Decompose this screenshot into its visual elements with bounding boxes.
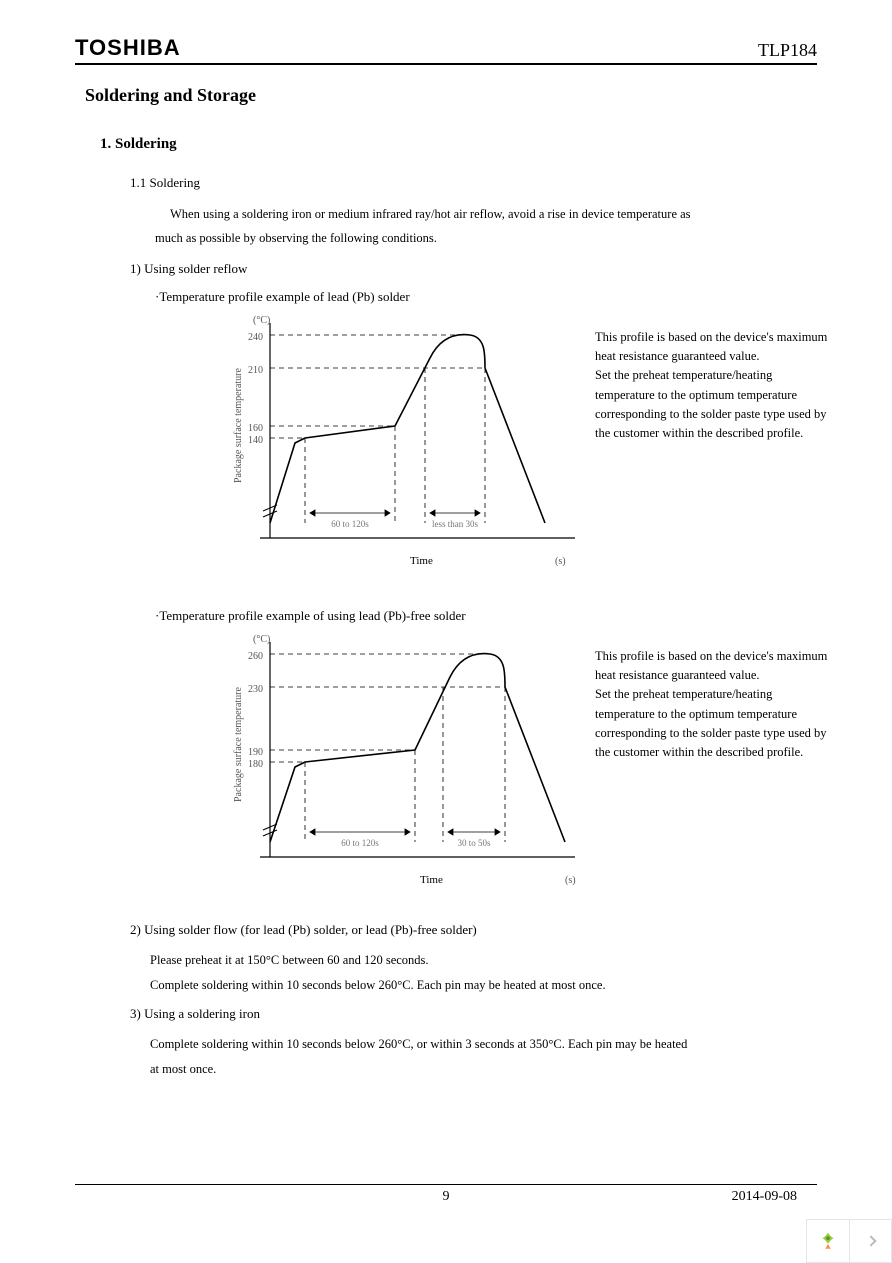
y-tick: 260 bbox=[235, 651, 263, 662]
viewer-logo-icon[interactable] bbox=[807, 1220, 849, 1262]
footer-rule bbox=[75, 1184, 817, 1185]
brand-logo: TOSHIBA bbox=[75, 35, 181, 61]
item-1-sub-a: ·Temperature profile example of lead (Pb… bbox=[155, 289, 817, 305]
x-unit: (s) bbox=[555, 556, 566, 567]
y-unit: (°C) bbox=[253, 634, 270, 645]
next-page-button[interactable] bbox=[849, 1220, 891, 1262]
item-2-heading: 2) Using solder flow (for lead (Pb) sold… bbox=[130, 922, 817, 938]
x-unit: (s) bbox=[565, 875, 576, 886]
range-label-2: 30 to 50s bbox=[444, 838, 504, 848]
part-number: TLP184 bbox=[758, 40, 817, 61]
item-2-line-1: Please preheat it at 150°C between 60 an… bbox=[150, 948, 817, 973]
x-axis-label: Time bbox=[410, 555, 433, 567]
y-unit: (°C) bbox=[253, 315, 270, 326]
range-label-1: 60 to 120s bbox=[330, 838, 390, 848]
item-3-heading: 3) Using a soldering iron bbox=[130, 1006, 817, 1022]
item-1-heading: 1) Using solder reflow bbox=[130, 261, 817, 277]
viewer-toolbar bbox=[806, 1219, 892, 1263]
y-tick: 180 bbox=[235, 759, 263, 770]
intro-line-1: When using a soldering iron or medium in… bbox=[170, 203, 817, 227]
y-tick: 210 bbox=[235, 365, 263, 376]
section-heading: 1. Soldering bbox=[100, 136, 817, 153]
page-title: Soldering and Storage bbox=[85, 85, 817, 106]
range-label-2: less than 30s bbox=[425, 519, 485, 529]
x-axis-label: Time bbox=[420, 874, 443, 886]
subsection-heading: 1.1 Soldering bbox=[130, 175, 817, 191]
y-axis-label: Package surface temperature bbox=[233, 687, 244, 802]
chart-pb-solder: (°C) Package surface temperature 140 160… bbox=[175, 313, 817, 583]
item-3-line-1: Complete soldering within 10 seconds bel… bbox=[150, 1032, 817, 1057]
intro-line-2: much as possible by observing the follow… bbox=[155, 227, 817, 251]
header: TOSHIBA TLP184 bbox=[75, 35, 817, 65]
footer-date: 2014-09-08 bbox=[732, 1189, 797, 1205]
chevron-right-icon bbox=[865, 1235, 876, 1246]
item-2-line-2: Complete soldering within 10 seconds bel… bbox=[150, 973, 817, 998]
chart-note: This profile is based on the device's ma… bbox=[595, 647, 835, 763]
range-label-1: 60 to 120s bbox=[320, 519, 380, 529]
chart-pbfree-solder: (°C) Package surface temperature 180 190… bbox=[175, 632, 817, 902]
chart-note: This profile is based on the device's ma… bbox=[595, 328, 835, 444]
y-tick: 240 bbox=[235, 332, 263, 343]
y-tick: 190 bbox=[235, 747, 263, 758]
y-tick: 230 bbox=[235, 684, 263, 695]
y-tick: 140 bbox=[235, 435, 263, 446]
page: TOSHIBA TLP184 Soldering and Storage 1. … bbox=[0, 0, 892, 1263]
item-1-sub-b: ·Temperature profile example of using le… bbox=[155, 608, 817, 624]
item-3-line-2: at most once. bbox=[150, 1057, 817, 1082]
y-tick: 160 bbox=[235, 423, 263, 434]
